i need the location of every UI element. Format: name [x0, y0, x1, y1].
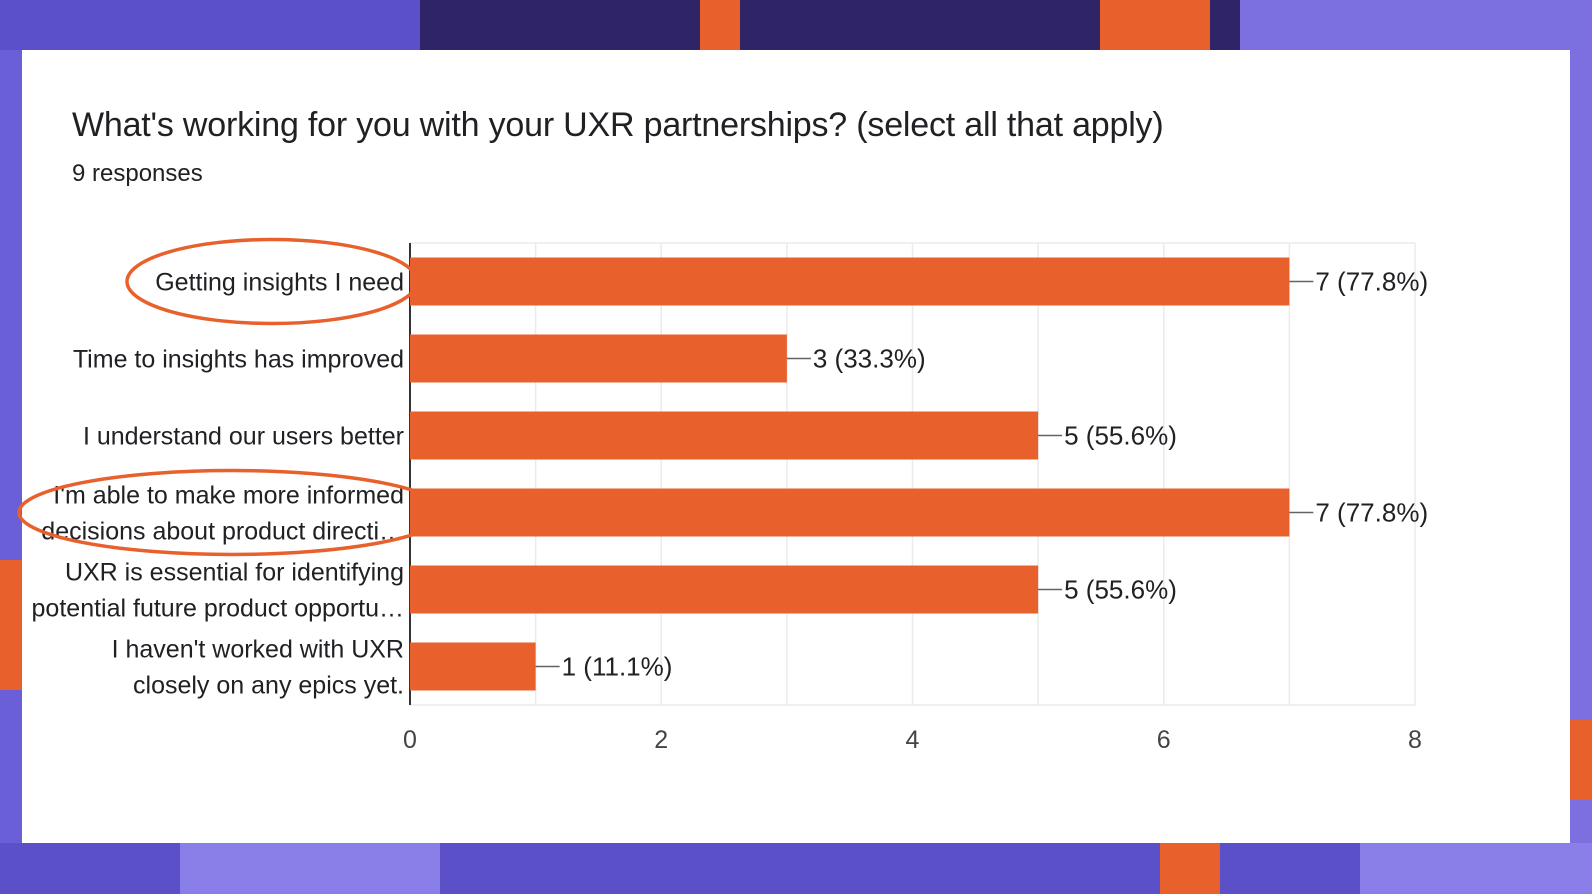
- annotation-layer: [17, 237, 447, 557]
- x-tick-label: 2: [654, 726, 668, 754]
- x-tick-label: 0: [403, 726, 417, 754]
- bar: [410, 488, 1290, 537]
- data-label: 5 (55.6%): [1064, 575, 1177, 605]
- category-label: I understand our users better: [83, 423, 404, 451]
- data-label: 1 (11.1%): [562, 652, 673, 682]
- category-label: Getting insights I need: [155, 269, 404, 297]
- data-label: 3 (33.3%): [813, 344, 926, 374]
- category-label: closely on any epics yet.: [133, 672, 404, 700]
- annotation-ellipse: [17, 468, 447, 557]
- bar: [410, 334, 787, 383]
- category-label: decisions about product directi…: [41, 518, 404, 546]
- category-label: Time to insights has improved: [73, 346, 404, 374]
- bar-layer: 7 (77.8%) 3 (33.3%) 5 (55.6%) 7 (77.8%) 5 (5…: [410, 257, 1428, 691]
- category-label: UXR is essential for identifying: [65, 559, 404, 587]
- bar: [410, 411, 1039, 460]
- grid-layer: [409, 242, 1416, 706]
- tick-label-layer: 0 2 4 6 8: [403, 726, 1422, 754]
- question-title: What's working for you with your UXR par…: [72, 106, 1164, 144]
- x-tick-label: 4: [906, 726, 920, 754]
- data-label: 5 (55.6%): [1064, 421, 1177, 451]
- bar: [410, 565, 1039, 614]
- category-label: potential future product opportu…: [32, 595, 404, 623]
- category-label: I'm able to make more informed: [53, 482, 404, 510]
- category-label-layer: Getting insights I need Time to insights …: [32, 269, 404, 700]
- category-label: I haven't worked with UXR: [112, 636, 404, 664]
- bar: [410, 257, 1290, 306]
- data-label: 7 (77.8%): [1315, 267, 1428, 297]
- response-count: 9 responses: [72, 160, 203, 187]
- x-tick-label: 6: [1157, 726, 1171, 754]
- survey-chart-card: What's working for you with your UXR par…: [22, 50, 1570, 843]
- data-label: 7 (77.8%): [1315, 498, 1428, 528]
- annotation-ellipse: [125, 237, 419, 326]
- bar: [410, 642, 536, 691]
- x-tick-label: 8: [1408, 726, 1422, 754]
